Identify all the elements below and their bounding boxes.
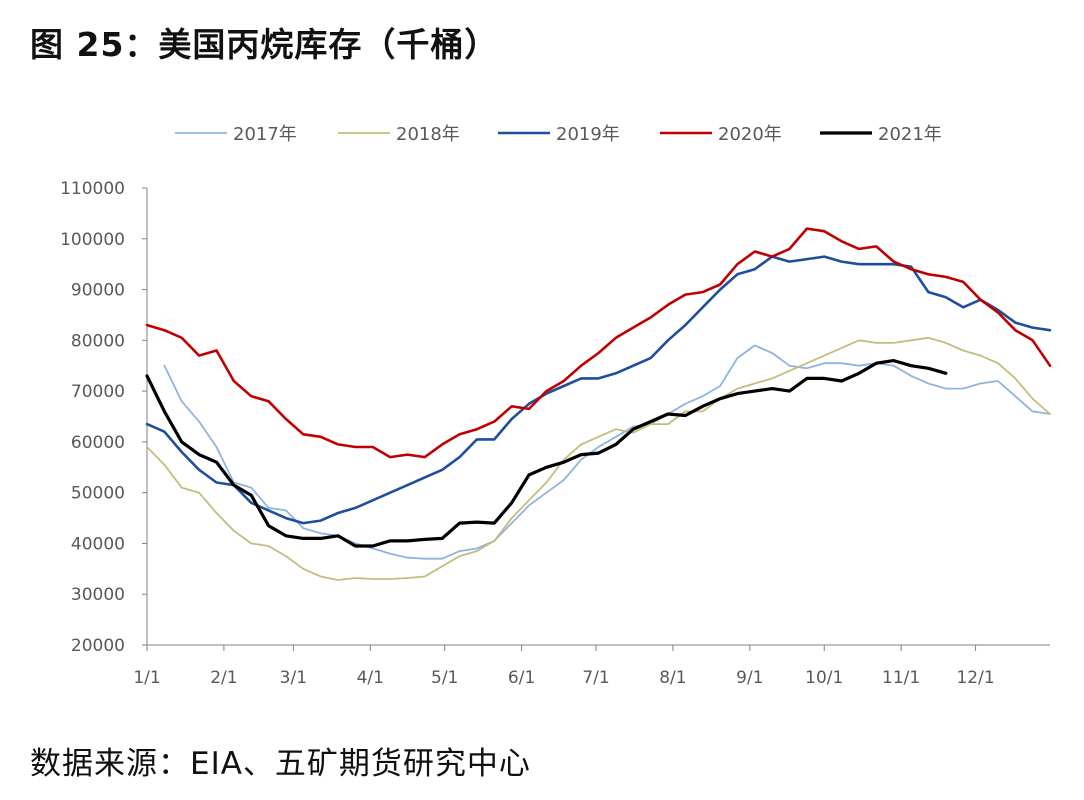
x-tick-label: 9/1 bbox=[736, 668, 763, 688]
chart-title: 图 25：美国丙烷库存（千桶） bbox=[30, 25, 499, 64]
x-tick-label: 1/1 bbox=[133, 668, 160, 688]
chart-legend: 2017年 2018年 2019年 2020年 2021年 bbox=[175, 124, 942, 145]
y-tick-label: 50000 bbox=[71, 484, 125, 504]
y-tick-label: 100000 bbox=[60, 230, 125, 250]
legend-label: 2018年 bbox=[396, 124, 460, 145]
series-line-2021 bbox=[145, 359, 948, 548]
source-note: 数据来源：EIA、五矿期货研究中心 bbox=[30, 746, 531, 782]
x-tick-label: 12/1 bbox=[956, 668, 994, 688]
y-tick-label: 20000 bbox=[71, 636, 125, 656]
legend-label: 2017年 bbox=[233, 124, 297, 145]
y-tick-label: 40000 bbox=[71, 534, 125, 554]
y-tick-label: 110000 bbox=[60, 179, 125, 199]
y-tick-label: 30000 bbox=[71, 585, 125, 605]
x-tick-label: 11/1 bbox=[882, 668, 920, 688]
y-tick-label: 70000 bbox=[71, 382, 125, 402]
legend-label: 2020年 bbox=[718, 124, 782, 145]
series-line-2020 bbox=[145, 227, 1052, 459]
y-axis: 20000 30000 40000 50000 60000 70000 80000 90000… bbox=[60, 179, 148, 656]
x-tick-label: 4/1 bbox=[357, 668, 384, 688]
x-tick-label: 6/1 bbox=[508, 668, 535, 688]
x-tick-label: 7/1 bbox=[582, 668, 609, 688]
x-tick-label: 5/1 bbox=[431, 668, 458, 688]
x-tick-label: 3/1 bbox=[280, 668, 307, 688]
y-tick-label: 60000 bbox=[71, 433, 125, 453]
x-tick-label: 10/1 bbox=[805, 668, 843, 688]
y-tick-label: 90000 bbox=[71, 281, 125, 301]
x-axis: 1/1 2/1 3/1 4/1 5/1 6/1 7/1 8/1 9/1 10/1 11/1 12/1 bbox=[133, 644, 1050, 688]
x-tick-label: 8/1 bbox=[659, 668, 686, 688]
series-line-2019 bbox=[145, 255, 1052, 525]
legend-label: 2019年 bbox=[556, 124, 620, 145]
x-tick-label: 2/1 bbox=[210, 668, 237, 688]
series-line-2017 bbox=[163, 344, 1051, 560]
legend-label: 2021年 bbox=[878, 124, 942, 145]
y-tick-label: 80000 bbox=[71, 331, 125, 351]
series-line-2018 bbox=[146, 336, 1051, 581]
series-lines bbox=[145, 227, 1052, 581]
